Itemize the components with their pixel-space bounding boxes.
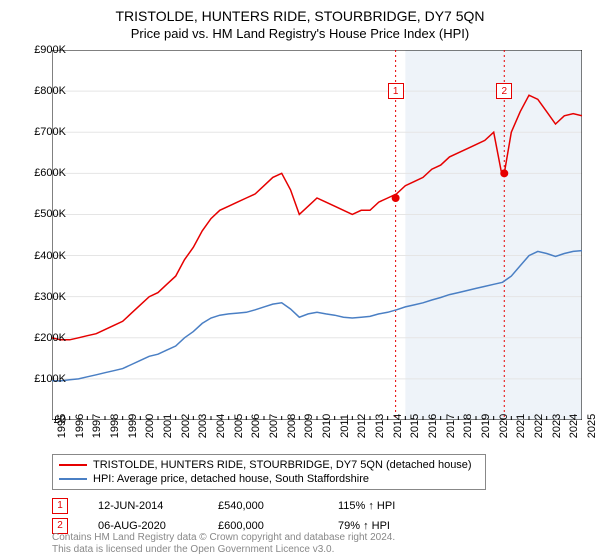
marker-pct: 79% ↑ HPI bbox=[338, 520, 428, 532]
x-tick-label: 2022 bbox=[533, 414, 545, 438]
legend-swatch bbox=[59, 464, 87, 466]
x-tick-label: 2024 bbox=[568, 414, 580, 438]
y-tick-label: £100K bbox=[34, 373, 66, 385]
chart-container: TRISTOLDE, HUNTERS RIDE, STOURBRIDGE, DY… bbox=[0, 0, 600, 560]
chart-subtitle: Price paid vs. HM Land Registry's House … bbox=[0, 24, 600, 47]
x-tick-label: 2004 bbox=[215, 414, 227, 438]
marker-table: 112-JUN-2014£540,000115% ↑ HPI206-AUG-20… bbox=[52, 496, 428, 536]
x-tick-label: 2010 bbox=[321, 414, 333, 438]
x-tick-label: 2008 bbox=[286, 414, 298, 438]
x-tick-label: 2003 bbox=[197, 414, 209, 438]
x-tick-label: 2017 bbox=[445, 414, 457, 438]
x-tick-label: 2001 bbox=[162, 414, 174, 438]
marker-row-badge: 1 bbox=[52, 498, 68, 514]
chart-marker-badge: 2 bbox=[496, 83, 512, 99]
y-tick-label: £300K bbox=[34, 291, 66, 303]
marker-price: £540,000 bbox=[218, 500, 308, 512]
marker-date: 12-JUN-2014 bbox=[98, 500, 188, 512]
x-tick-label: 2023 bbox=[551, 414, 563, 438]
x-tick-label: 2000 bbox=[144, 414, 156, 438]
legend: TRISTOLDE, HUNTERS RIDE, STOURBRIDGE, DY… bbox=[52, 454, 486, 490]
legend-label: HPI: Average price, detached house, Sout… bbox=[93, 473, 369, 485]
x-tick-label: 2016 bbox=[427, 414, 439, 438]
legend-label: TRISTOLDE, HUNTERS RIDE, STOURBRIDGE, DY… bbox=[93, 459, 472, 471]
x-tick-label: 2006 bbox=[250, 414, 262, 438]
y-tick-label: £500K bbox=[34, 208, 66, 220]
x-tick-label: 1995 bbox=[56, 414, 68, 438]
x-tick-label: 2015 bbox=[409, 414, 421, 438]
footer-attribution: Contains HM Land Registry data © Crown c… bbox=[52, 532, 395, 556]
x-tick-label: 2021 bbox=[515, 414, 527, 438]
footer-line-2: This data is licensed under the Open Gov… bbox=[52, 544, 395, 556]
chart-svg bbox=[52, 50, 582, 420]
y-tick-label: £200K bbox=[34, 332, 66, 344]
marker-pct: 115% ↑ HPI bbox=[338, 500, 428, 512]
x-tick-label: 2018 bbox=[462, 414, 474, 438]
legend-item: HPI: Average price, detached house, Sout… bbox=[59, 472, 479, 486]
x-tick-label: 2014 bbox=[392, 414, 404, 438]
x-tick-label: 1999 bbox=[127, 414, 139, 438]
footer-line-1: Contains HM Land Registry data © Crown c… bbox=[52, 532, 395, 544]
y-tick-label: £900K bbox=[34, 44, 66, 56]
marker-table-row: 1 12-JUN-2014 £540,000 115% ↑ HPI bbox=[52, 496, 428, 516]
x-tick-label: 2002 bbox=[180, 414, 192, 438]
x-tick-label: 2020 bbox=[498, 414, 510, 438]
x-tick-label: 1998 bbox=[109, 414, 121, 438]
x-tick-label: 1996 bbox=[74, 414, 86, 438]
x-tick-label: 2007 bbox=[268, 414, 280, 438]
chart-area bbox=[52, 50, 582, 420]
x-tick-label: 1997 bbox=[91, 414, 103, 438]
x-tick-label: 2013 bbox=[374, 414, 386, 438]
chart-marker-badge: 1 bbox=[388, 83, 404, 99]
legend-item: TRISTOLDE, HUNTERS RIDE, STOURBRIDGE, DY… bbox=[59, 458, 479, 472]
x-tick-label: 2009 bbox=[303, 414, 315, 438]
x-tick-label: 2025 bbox=[586, 414, 598, 438]
marker-date: 06-AUG-2020 bbox=[98, 520, 188, 532]
y-tick-label: £600K bbox=[34, 167, 66, 179]
chart-title: TRISTOLDE, HUNTERS RIDE, STOURBRIDGE, DY… bbox=[0, 0, 600, 24]
x-tick-label: 2005 bbox=[233, 414, 245, 438]
x-tick-label: 2011 bbox=[339, 414, 351, 438]
x-tick-label: 2012 bbox=[356, 414, 368, 438]
y-tick-label: £700K bbox=[34, 126, 66, 138]
marker-price: £600,000 bbox=[218, 520, 308, 532]
x-tick-label: 2019 bbox=[480, 414, 492, 438]
y-tick-label: £400K bbox=[34, 250, 66, 262]
legend-swatch bbox=[59, 478, 87, 480]
y-tick-label: £800K bbox=[34, 85, 66, 97]
